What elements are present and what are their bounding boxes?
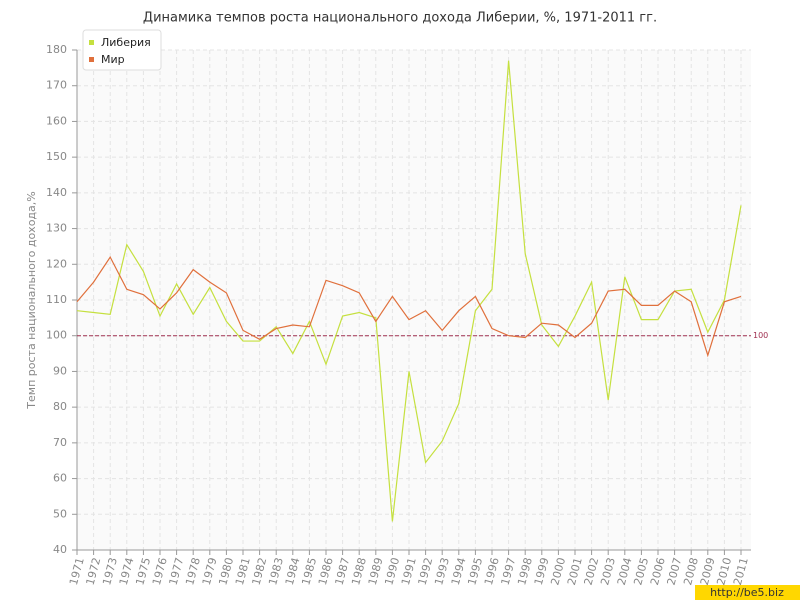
reference-label: 100 bbox=[753, 331, 768, 340]
y-tick-label: 110 bbox=[46, 293, 67, 306]
y-tick-label: 40 bbox=[53, 543, 67, 556]
x-tick-label: 2011 bbox=[731, 556, 751, 586]
watermark-bg bbox=[695, 585, 800, 600]
y-tick-label: 100 bbox=[46, 329, 67, 342]
y-tick-label: 180 bbox=[46, 43, 67, 56]
y-tick-label: 130 bbox=[46, 222, 67, 235]
y-tick-label: 80 bbox=[53, 400, 67, 413]
y-tick-label: 50 bbox=[53, 507, 67, 520]
legend-swatch bbox=[89, 57, 94, 62]
y-tick-label: 140 bbox=[46, 186, 67, 199]
series-line bbox=[76, 60, 742, 522]
legend-label: Мир bbox=[101, 53, 125, 66]
y-tick-label: 160 bbox=[46, 114, 67, 127]
watermark: http://be5.biz bbox=[710, 586, 784, 599]
y-tick-label: 150 bbox=[46, 150, 67, 163]
legend-swatch bbox=[89, 40, 94, 45]
y-tick-label: 60 bbox=[53, 472, 67, 485]
legend-label: Либерия bbox=[101, 36, 151, 49]
y-tick-label: 170 bbox=[46, 79, 67, 92]
y-tick-label: 70 bbox=[53, 436, 67, 449]
y-tick-label: 90 bbox=[53, 364, 67, 377]
legend-box bbox=[82, 29, 162, 71]
y-axis-label: Темп роста национального дохода,% bbox=[25, 191, 38, 409]
chart-title: Динамика темпов роста национального дохо… bbox=[143, 11, 657, 26]
y-tick-label: 120 bbox=[46, 257, 67, 270]
series-line bbox=[76, 255, 742, 358]
